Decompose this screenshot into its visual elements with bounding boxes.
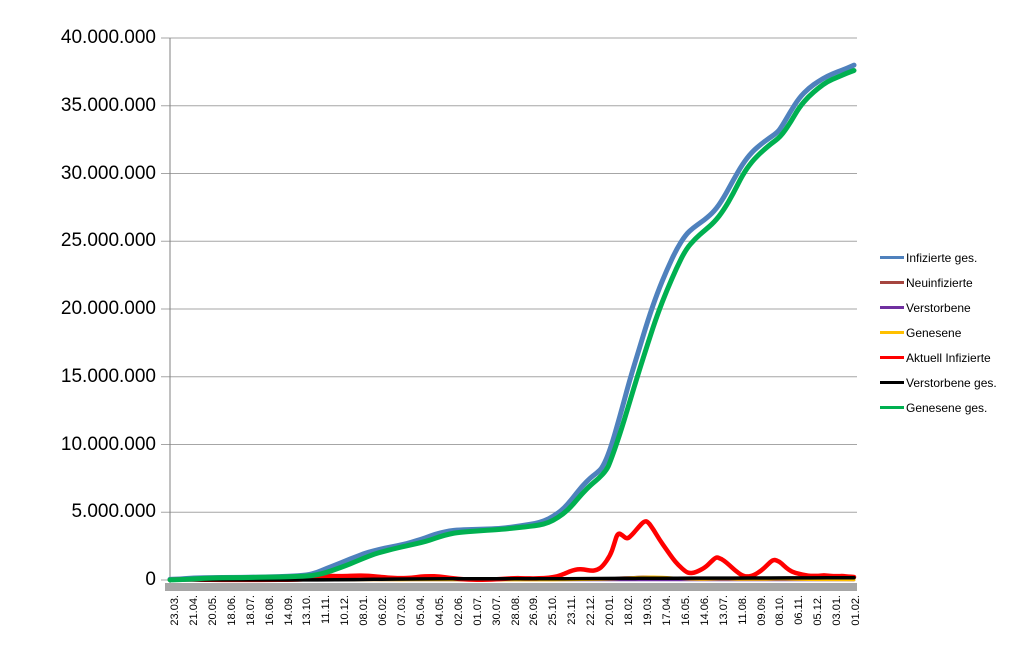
y-axis-label: 15.000.000 <box>60 365 156 387</box>
legend-swatch-genesene <box>880 331 904 334</box>
x-axis-label: 01.02. <box>850 595 863 626</box>
chart-legend: Infizierte ges. Neuinfizierte Verstorbene G… <box>880 245 997 420</box>
x-axis-label: 05.04. <box>414 595 427 626</box>
series-line-aktuell-infizierte <box>167 519 857 583</box>
x-axis-label: 18.06. <box>225 595 238 626</box>
x-axis-label: 03.01. <box>831 595 844 626</box>
x-axis-label: 01.07. <box>471 595 484 626</box>
legend-swatch-genesene-ges <box>880 406 904 409</box>
x-axis-label: 05.12. <box>812 595 825 626</box>
x-axis-label: 02.06. <box>452 595 465 626</box>
y-axis-label: 40.000.000 <box>60 27 156 48</box>
x-axis-label: 28.08. <box>509 595 522 626</box>
x-axis-label: 10.12. <box>339 595 352 626</box>
x-axis-label: 30.07. <box>490 595 503 626</box>
x-axis-label: 08.01. <box>358 595 371 626</box>
legend-label: Verstorbene <box>906 300 971 315</box>
x-axis-label: 20.05. <box>206 595 219 626</box>
x-axis-label: 22.12. <box>585 595 598 626</box>
x-axis-label: 17.04. <box>660 595 673 626</box>
legend-label: Aktuell Infizierte <box>906 350 991 365</box>
x-axis-bar <box>165 583 857 591</box>
legend-label: Genesene <box>906 325 962 340</box>
legend-item-genesene: Genesene <box>880 320 997 345</box>
legend-item-neuinfizierte: Neuinfizierte <box>880 270 997 295</box>
x-axis-label: 06.02. <box>377 595 390 626</box>
legend-swatch-aktuell-infizierte <box>880 356 904 359</box>
x-axis-label: 06.11. <box>793 595 806 625</box>
y-axis-label: 35.000.000 <box>60 94 156 116</box>
y-axis-label: 30.000.000 <box>60 162 156 184</box>
x-axis-label: 13.10. <box>301 595 314 626</box>
x-axis-label: 07.03. <box>396 595 409 626</box>
y-axis-label: 10.000.000 <box>60 433 156 455</box>
x-axis-label: 19.03. <box>642 595 654 626</box>
x-axis-label: 11.11. <box>320 595 333 624</box>
legend-item-aktuell-infizierte: Aktuell Infizierte <box>880 345 997 370</box>
legend-label: Neuinfizierte <box>906 275 973 290</box>
legend-swatch-verstorbene <box>880 306 904 309</box>
x-axis-label: 25.10. <box>547 595 560 626</box>
x-axis-label: 04.05. <box>433 595 446 626</box>
legend-item-genesene-ges: Genesene ges. <box>880 395 997 420</box>
x-axis-label: 13.07. <box>717 595 730 626</box>
x-axis-label: 18.07. <box>244 595 257 626</box>
x-axis-label: 14.06. <box>698 595 711 626</box>
x-axis-label: 21.04. <box>187 595 200 626</box>
legend-swatch-verstorbene-ges <box>880 381 904 384</box>
legend-item-verstorbene: Verstorbene <box>880 295 997 320</box>
series-line-infizierte-ges <box>167 62 857 582</box>
x-axis-label: 08.10. <box>774 595 787 626</box>
x-axis-label: 23.03. <box>169 595 181 626</box>
legend-item-verstorbene-ges: Verstorbene ges. <box>880 370 997 395</box>
legend-item-infizierte-ges: Infizierte ges. <box>880 245 997 270</box>
legend-swatch-neuinfizierte <box>880 281 904 284</box>
x-axis-label: 26.09. <box>528 595 541 626</box>
y-axis-label: 25.000.000 <box>60 230 156 252</box>
legend-label: Genesene ges. <box>906 400 988 415</box>
x-axis-label: 23.11. <box>566 595 579 625</box>
x-axis-label: 18.02. <box>623 595 636 626</box>
legend-label: Verstorbene ges. <box>906 375 997 390</box>
x-axis-label: 14.09. <box>282 595 295 626</box>
series-line-genesene-ges <box>167 68 857 583</box>
series-line-verstorbene-ges <box>168 576 856 582</box>
y-axis-label: 0 <box>145 569 156 590</box>
legend-label: Infizierte ges. <box>906 250 978 265</box>
x-axis-label: 11.08. <box>736 595 749 625</box>
y-axis-label: 5.000.000 <box>71 501 156 523</box>
x-axis-label: 16.08. <box>263 595 276 626</box>
y-axis-label: 20.000.000 <box>60 298 156 319</box>
x-axis-label: 16.05. <box>679 595 692 626</box>
x-axis-label: 09.09. <box>755 595 768 626</box>
legend-swatch-infizierte-ges <box>880 256 904 259</box>
x-axis-label: 20.01. <box>604 595 617 626</box>
